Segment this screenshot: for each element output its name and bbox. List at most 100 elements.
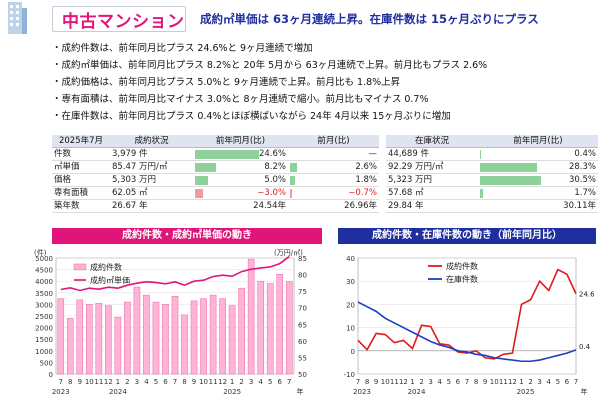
- bar: [209, 294, 217, 375]
- series-line: [357, 268, 577, 360]
- row-label: 件数: [52, 147, 110, 162]
- y-tick-label: -10: [344, 371, 355, 379]
- headline: 成約㎡単価は 63ヶ月連続上昇。在庫件数は 15ヶ月ぶりにプラス: [200, 12, 539, 26]
- bar: [228, 305, 236, 375]
- change-bar: [480, 150, 481, 160]
- table-row: 44,689 件 0.4%: [386, 147, 598, 162]
- year-label: 2024: [408, 388, 426, 396]
- table-row: 件数 3,979 件 24.6% —: [52, 147, 379, 162]
- change-value: 5.0%: [264, 175, 286, 186]
- change-value: 1.7%: [574, 188, 596, 199]
- x-tick-label: 12: [104, 378, 113, 386]
- y-tick-label: 0: [351, 348, 355, 356]
- legend-swatch: [73, 263, 87, 271]
- table-header: 前年同月(比): [478, 135, 598, 149]
- series-line: [60, 255, 290, 292]
- change-value: 30.5%: [568, 175, 596, 186]
- y2-tick-label: 55: [298, 354, 307, 362]
- yoy-cell: 0.4%: [478, 147, 598, 162]
- bar: [162, 304, 169, 375]
- stock-table: 在庫状況 前年同月(比) 44,689 件 0.4% 92.29 万円/㎡ 28.3%…: [386, 135, 598, 214]
- change-value: 24.6%: [258, 149, 286, 160]
- change-value: —: [368, 149, 378, 160]
- year-label: 2023: [52, 388, 70, 396]
- bar: [266, 283, 274, 375]
- year-label: 年: [581, 387, 588, 396]
- x-tick-label: 5: [154, 378, 158, 386]
- x-tick-label: 9: [483, 378, 487, 386]
- x-tick-label: 7: [465, 378, 469, 386]
- change-bar: [290, 163, 297, 173]
- row-value: 3,979 件: [110, 147, 193, 162]
- legend-label: 成約件数: [446, 261, 478, 271]
- x-tick-label: 1: [230, 378, 234, 386]
- x-tick-label: 11: [94, 378, 103, 386]
- y2-tick-label: 60: [298, 338, 307, 346]
- year-label: 2024: [109, 388, 127, 396]
- x-tick-label: 1: [519, 378, 523, 386]
- yoy-cell: 5.0%: [193, 173, 288, 188]
- row-value: 5,323 万円: [386, 173, 478, 188]
- bar: [76, 299, 84, 375]
- table-row: 57.68 ㎡ 1.7%: [386, 186, 598, 201]
- x-tick-label: 2: [239, 378, 243, 386]
- x-tick-label: 6: [163, 378, 168, 386]
- row-value: 57.68 ㎡: [386, 186, 478, 201]
- x-tick-label: 5: [556, 378, 560, 386]
- bar: [152, 301, 160, 375]
- x-tick-label: 5: [268, 378, 272, 386]
- contract-volume-price-chart: 0 500 1000 1500 2000 2500 3000 3500 4000 4500 5000…: [34, 248, 307, 396]
- x-tick-label: 8: [474, 378, 478, 386]
- bar: [57, 298, 65, 375]
- row-value: 85.47 万円/㎡: [110, 160, 193, 175]
- bar: [219, 298, 226, 375]
- change-value: 30.11年: [563, 201, 596, 212]
- change-bar: [195, 163, 217, 173]
- x-tick-label: 1: [116, 378, 120, 386]
- yoy-cell: 30.11年: [478, 199, 598, 214]
- year-label: 年: [297, 387, 304, 396]
- x-tick-label: 12: [508, 378, 517, 386]
- row-value: 29.84 年: [386, 199, 478, 214]
- change-value: −3.0%: [257, 188, 286, 199]
- bar: [114, 316, 122, 375]
- x-tick-label: 10: [85, 378, 94, 386]
- x-tick-label: 3: [428, 378, 432, 386]
- row-value: 26.67 年: [110, 199, 193, 214]
- x-tick-label: 8: [365, 378, 369, 386]
- legend-label: 成約件数: [90, 262, 122, 272]
- y-tick-label: 500: [40, 359, 53, 367]
- plot-area: [357, 257, 577, 375]
- y-tick-label: 2000: [35, 325, 53, 333]
- x-tick-label: 7: [574, 378, 578, 386]
- x-tick-label: 3: [249, 378, 253, 386]
- change-bar: [290, 189, 292, 199]
- y-tick-label: 1000: [35, 348, 53, 356]
- legend-label: 在庫件数: [446, 274, 478, 284]
- x-tick-label: 7: [287, 378, 291, 386]
- yoy-cell: 24.54年: [193, 199, 288, 214]
- year-label: 2025: [223, 388, 241, 396]
- y2-tick-label: 75: [298, 288, 307, 296]
- change-value: 26.96年: [344, 201, 377, 212]
- yoy-cell: 24.6%: [193, 147, 288, 162]
- yoy-cell: 30.5%: [478, 173, 598, 188]
- x-tick-label: 2: [419, 378, 423, 386]
- x-tick-label: 11: [390, 378, 399, 386]
- row-label: 専有面積: [52, 186, 110, 201]
- y2-tick-label: 85: [298, 255, 307, 263]
- x-tick-label: 6: [456, 378, 461, 386]
- summary-item: ・専有面積は、前年同月比マイナス 3.0%と 8ヶ月連続で縮小。前月比もマイナス…: [52, 94, 429, 105]
- x-tick-label: 4: [144, 378, 149, 386]
- summary-item: ・成約件数は、前年同月比プラス 24.6%と 9ヶ月連続で増加: [52, 43, 313, 54]
- yoy-cell: 8.2%: [193, 160, 288, 175]
- mom-cell: 26.96年: [288, 199, 379, 214]
- y-tick-label: 4500: [35, 267, 53, 275]
- data-label: 24.6: [579, 291, 595, 299]
- mom-cell: 2.6%: [288, 160, 379, 175]
- bar: [133, 286, 141, 375]
- title-frame: [52, 6, 186, 32]
- x-tick-label: 10: [381, 378, 390, 386]
- table-row: 専有面積 62.05 ㎡ −3.0% −0.7%: [52, 186, 379, 201]
- page-title: 中古マンション: [62, 12, 185, 32]
